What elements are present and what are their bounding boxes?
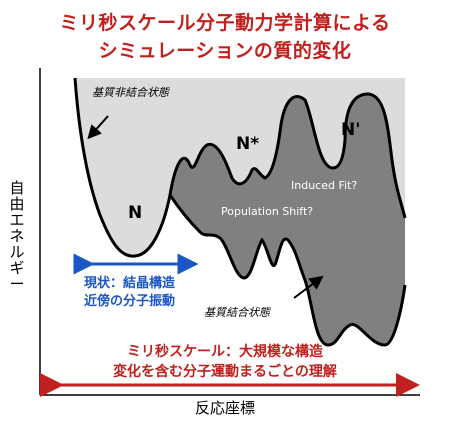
current-status-line-1: 現状：結晶構造 (84, 276, 176, 291)
millisecond-scale-line-2: 変化を含む分子運動まるごとの理解 (113, 364, 337, 380)
current-status-line-2: 近傍の分子振動 (84, 294, 176, 309)
bound-energy-curve (168, 194, 407, 347)
y-axis-label: 自由エネルギー (9, 179, 25, 293)
unbound-energy-curve (73, 77, 407, 258)
bound-state-label: 基質結合状態 (204, 306, 270, 319)
title-line-2: シミュレーションの質的変化 (98, 40, 352, 62)
unbound-pointer-arrow (87, 115, 109, 140)
bound-pointer-arrow (293, 275, 324, 299)
millisecond-scale-line-1: ミリ秒スケール：大規模な構造 (127, 344, 323, 360)
population-shift-label: Population Shift? (221, 205, 314, 218)
unbound-state-label: 基質非結合状態 (92, 86, 169, 99)
induced-fit-label: Induced Fit? (291, 179, 358, 192)
state-n-prime-label: N' (341, 120, 361, 140)
state-n-star-label: N* (236, 134, 260, 154)
title-line-1: ミリ秒スケール分子動力学計算による (59, 12, 391, 34)
state-n-label: N (128, 203, 143, 223)
x-axis-label: 反応座標 (194, 399, 255, 417)
unbound-energy-region (75, 78, 405, 257)
bound-energy-region (170, 94, 405, 345)
